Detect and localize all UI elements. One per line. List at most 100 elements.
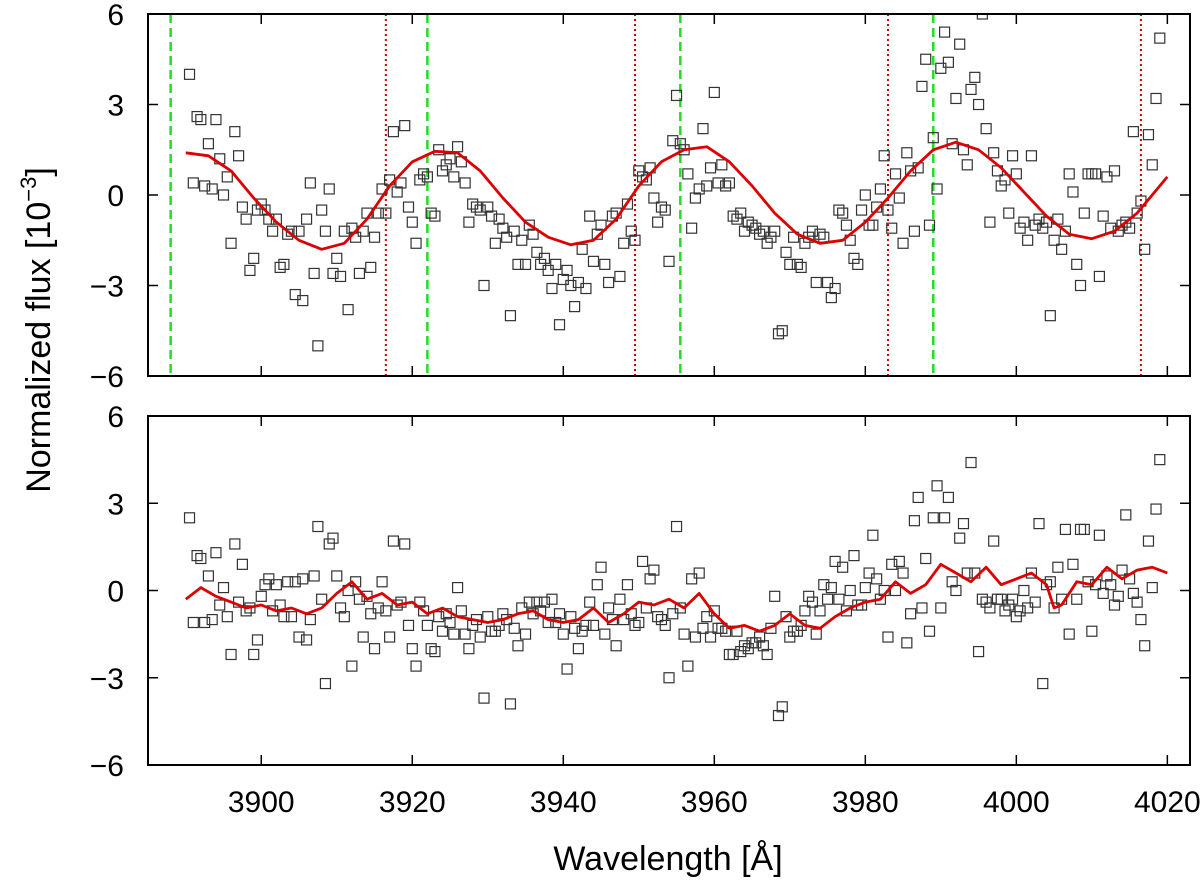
bottom-data-point-171 — [829, 555, 841, 568]
top-data-point-170 — [825, 291, 837, 304]
top-data-point-127 — [663, 255, 675, 267]
bottom-y-tick-label-0: −6 — [90, 750, 124, 783]
bottom-data-point-258 — [1159, 0, 1169, 10]
top-data-point-172 — [833, 204, 845, 216]
top-data-point-157 — [776, 325, 788, 337]
top-data-point-58 — [402, 201, 415, 213]
top-data-point-211 — [980, 123, 992, 135]
top-data-point-158 — [780, 246, 792, 258]
top-data-point-191 — [905, 165, 917, 177]
x-tick-label-4: 3980 — [832, 786, 899, 819]
top-data-point-95 — [542, 264, 554, 277]
bottom-data-point-64 — [425, 643, 437, 655]
top-data-point-213 — [988, 147, 1000, 159]
bottom-data-point-77 — [474, 631, 486, 643]
bottom-data-point-95 — [542, 616, 554, 629]
bottom-data-point-246 — [1112, 590, 1124, 602]
bottom-data-point-116 — [621, 579, 634, 591]
bottom-data-point-23 — [270, 579, 282, 591]
bottom-data-point-226 — [1037, 677, 1049, 690]
top-data-point-52 — [380, 207, 392, 219]
top-data-point-74 — [463, 216, 475, 228]
bottom-data-point-232 — [1059, 523, 1072, 536]
top-data-point-249 — [1123, 222, 1136, 234]
bottom-data-point-155 — [769, 590, 781, 602]
bottom-data-point-202 — [946, 576, 958, 588]
bottom-data-point-220 — [1014, 605, 1026, 617]
top-data-point-13 — [233, 150, 245, 162]
top-data-point-184 — [878, 150, 890, 162]
top-data-point-82 — [493, 213, 505, 225]
bottom-data-point-35 — [316, 593, 328, 605]
bottom-data-point-132 — [682, 660, 694, 672]
top-data-point-79 — [482, 201, 494, 213]
bottom-data-point-225 — [1033, 518, 1045, 530]
top-data-point-35 — [316, 204, 328, 216]
top-data-point-88 — [516, 234, 528, 246]
bottom-data-point-163 — [799, 605, 811, 617]
bottom-data-point-65 — [429, 645, 441, 658]
top-data-point-222 — [1022, 234, 1034, 246]
bottom-data-point-108 — [591, 579, 603, 591]
top-data-point-12 — [229, 126, 241, 138]
top-data-point-201 — [942, 56, 954, 68]
bottom-model-curve — [184, 562, 1168, 633]
bottom-data-point-193 — [912, 491, 924, 504]
top-data-point-107 — [587, 255, 600, 267]
bottom-data-point-192 — [908, 515, 920, 527]
top-data-point-19 — [255, 198, 267, 210]
top-data-point-165 — [806, 225, 819, 237]
top-data-point-143 — [723, 177, 736, 189]
top-data-point-130 — [674, 138, 686, 150]
top-data-point-197 — [927, 132, 939, 144]
top-data-point-194 — [916, 80, 928, 93]
top-data-point-156 — [772, 328, 785, 340]
top-y-tick-label-4: 6 — [107, 0, 124, 32]
top-data-point-228 — [1044, 310, 1056, 322]
bottom-data-point-237 — [1078, 523, 1090, 536]
bottom-data-point-41 — [338, 611, 350, 623]
y-axis-label-main: Normalized flux [10 — [20, 202, 58, 493]
bottom-data-point-150 — [750, 637, 762, 649]
top-data-point-198 — [931, 183, 943, 195]
top-data-point-124 — [652, 216, 664, 228]
bottom-data-point-78 — [478, 692, 490, 704]
top-y-tick-label-3: 3 — [107, 90, 124, 123]
bottom-data-point-148 — [742, 643, 754, 655]
bottom-data-point-207 — [965, 456, 977, 469]
bottom-data-point-233 — [1063, 628, 1075, 640]
bottom-data-point-189 — [897, 567, 909, 579]
bottom-data-point-27 — [285, 611, 298, 623]
bottom-data-point-170 — [825, 581, 837, 594]
bottom-data-point-164 — [803, 590, 815, 602]
bottom-data-point-122 — [644, 573, 656, 585]
top-data-point-129 — [670, 89, 683, 102]
bottom-data-point-3 — [195, 552, 207, 565]
bottom-data-point-10 — [221, 611, 233, 623]
bottom-data-point-236 — [1074, 523, 1087, 536]
bottom-data-point-45 — [353, 593, 366, 605]
top-data-point-31 — [300, 213, 313, 225]
top-data-point-64 — [425, 207, 437, 219]
bottom-data-point-219 — [1010, 611, 1022, 623]
bottom-data-point-201 — [942, 491, 954, 504]
bottom-data-point-147 — [738, 640, 751, 652]
top-data-point-132 — [682, 168, 694, 180]
top-frame — [147, 13, 1191, 377]
bottom-data-point-59 — [406, 643, 418, 655]
bottom-data-point-89 — [519, 628, 532, 640]
bottom-data-point-229 — [1048, 602, 1060, 614]
top-data-point-24 — [274, 261, 286, 273]
top-data-point-142 — [720, 180, 732, 192]
bottom-data-point-14 — [236, 558, 248, 570]
top-data-point-2 — [191, 110, 203, 123]
top-data-point-134 — [689, 192, 702, 204]
bottom-frame — [147, 415, 1191, 766]
bottom-data-point-26 — [282, 576, 294, 588]
bottom-data-point-253 — [1139, 640, 1151, 652]
bottom-data-point-205 — [957, 518, 970, 530]
bottom-data-point-6 — [206, 613, 218, 626]
top-data-point-86 — [508, 225, 520, 237]
top-data-point-62 — [418, 168, 430, 180]
top-data-point-118 — [629, 234, 641, 246]
